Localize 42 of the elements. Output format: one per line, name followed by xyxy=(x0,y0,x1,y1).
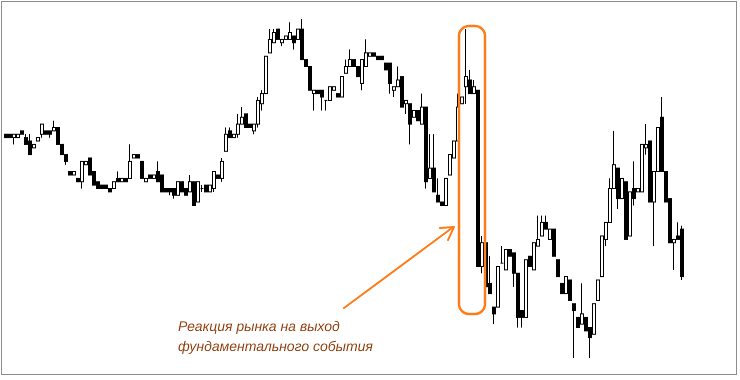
candlestick xyxy=(224,126,228,152)
candlestick xyxy=(596,280,600,301)
candlestick xyxy=(212,171,216,192)
candlestick xyxy=(140,160,144,179)
candlestick xyxy=(504,249,508,270)
candlestick xyxy=(4,134,8,138)
candlestick xyxy=(388,62,392,94)
candlestick xyxy=(168,188,172,196)
candlestick xyxy=(12,134,16,145)
candlestick xyxy=(380,56,384,60)
annotation: Реакция рынка на выход фундаментального события xyxy=(178,318,374,354)
candlestick xyxy=(268,28,272,54)
candlestick xyxy=(444,178,448,206)
candlestick xyxy=(572,303,576,358)
candlestick xyxy=(372,52,376,57)
candlestick xyxy=(464,28,468,104)
candlestick xyxy=(408,103,412,145)
candlestick xyxy=(556,259,560,278)
candlestick xyxy=(204,184,208,192)
candlestick xyxy=(568,280,572,301)
candlestick xyxy=(540,215,544,236)
candlestick xyxy=(136,154,140,158)
candlestick xyxy=(40,124,44,138)
candlestick xyxy=(104,184,108,189)
candlestick xyxy=(100,184,104,189)
candlestick xyxy=(196,181,200,203)
candlestick xyxy=(148,174,152,179)
candlestick xyxy=(340,76,344,98)
candlestick xyxy=(176,181,180,196)
candlestick xyxy=(552,228,556,257)
candlestick xyxy=(180,181,184,192)
candlestick xyxy=(320,90,324,112)
candlestick xyxy=(68,171,72,176)
candlestick xyxy=(80,160,84,189)
candlestick xyxy=(128,144,132,179)
candlestick xyxy=(220,157,224,182)
candlestick xyxy=(376,56,380,60)
candlestick xyxy=(28,134,32,156)
candlestick xyxy=(680,225,684,281)
candlestick xyxy=(72,171,76,176)
candlestick xyxy=(624,181,628,240)
candlestick xyxy=(132,154,136,158)
